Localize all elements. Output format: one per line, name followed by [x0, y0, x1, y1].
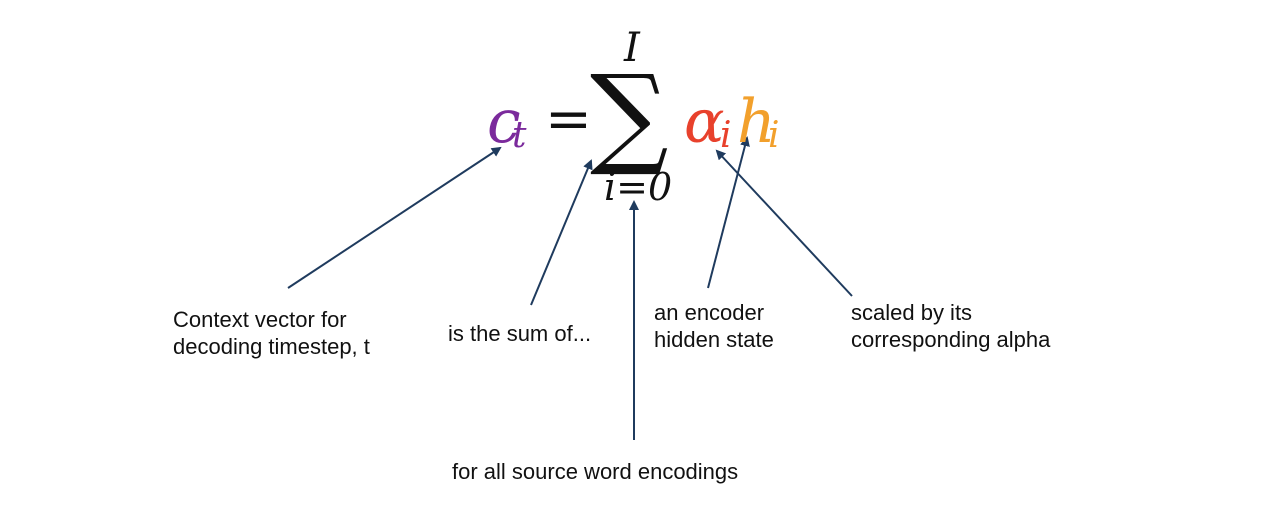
label-encoder-state-line-1: an encoder: [654, 300, 765, 325]
sum-symbol: ∑: [590, 51, 669, 179]
arrow-encoder-state: [707, 136, 750, 289]
alpha: α: [684, 87, 725, 157]
label-all-sources: for all source word encodings: [452, 459, 739, 484]
lhs-subscript-t: t: [512, 115, 527, 156]
alpha-subscript-i: i: [720, 115, 732, 156]
label-context-vector: Context vector for decoding timestep, t: [173, 306, 370, 360]
label-sum-of: is the sum of...: [448, 321, 592, 346]
label-alpha-scaled: scaled by its corresponding alpha: [851, 299, 1050, 353]
label-alpha-scaled-line-2: corresponding alpha: [851, 327, 1051, 352]
label-encoder-state: an encoder hidden state: [654, 299, 774, 353]
label-encoder-state-line-2: hidden state: [654, 327, 774, 352]
arrow-alpha-scaled: [715, 149, 853, 297]
label-alpha-scaled-line-1: scaled by its: [851, 300, 973, 325]
arrow-sum-of: [530, 159, 593, 306]
sum-upper-limit: I: [624, 25, 640, 71]
h: h: [737, 87, 776, 157]
label-context-vector-line-1: Context vector for: [173, 307, 347, 332]
arrow-context-vector: [287, 146, 502, 289]
h-subscript-i: i: [768, 115, 780, 156]
label-context-vector-line-2: decoding timestep, t: [173, 334, 370, 359]
lhs-c: c: [487, 87, 521, 157]
equals-sign: =: [545, 87, 592, 152]
sum-lower-limit: i=0: [604, 165, 673, 209]
